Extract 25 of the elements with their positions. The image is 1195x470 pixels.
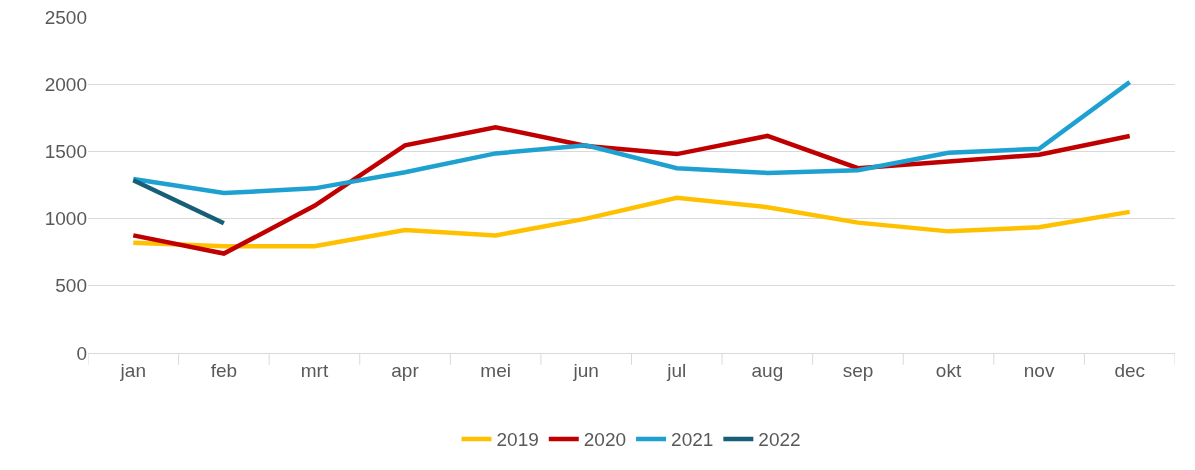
y-tick-label: 2000 (44, 73, 87, 95)
x-tick-label: jun (572, 359, 599, 381)
legend-label: 2020 (583, 429, 627, 451)
y-tick-label: 1000 (44, 208, 87, 230)
y-tick-label: 500 (55, 275, 87, 297)
legend-label: 2022 (758, 429, 801, 451)
x-tick-label: apr (391, 359, 420, 381)
y-tick-label: 0 (76, 342, 87, 364)
x-tick-label: mei (480, 359, 511, 381)
line-series (131, 195, 1132, 249)
legend-label: 2019 (496, 429, 539, 451)
line-series (131, 124, 1132, 256)
x-tick-label: jul (666, 359, 687, 381)
x-tick-label: mrt (300, 359, 329, 381)
x-tick-label: nov (1023, 359, 1055, 381)
x-tick-label: aug (751, 359, 784, 381)
legend-label: 2021 (671, 429, 714, 451)
x-tick-label: sep (842, 359, 874, 381)
line-series (131, 79, 1132, 196)
x-tick-label: dec (1114, 359, 1146, 381)
y-tick-label: 1500 (44, 141, 87, 163)
y-tick-label: 2500 (44, 6, 87, 28)
x-tick-label: jan (119, 359, 146, 381)
x-tick-label: okt (935, 359, 962, 381)
x-tick-label: feb (210, 359, 238, 381)
